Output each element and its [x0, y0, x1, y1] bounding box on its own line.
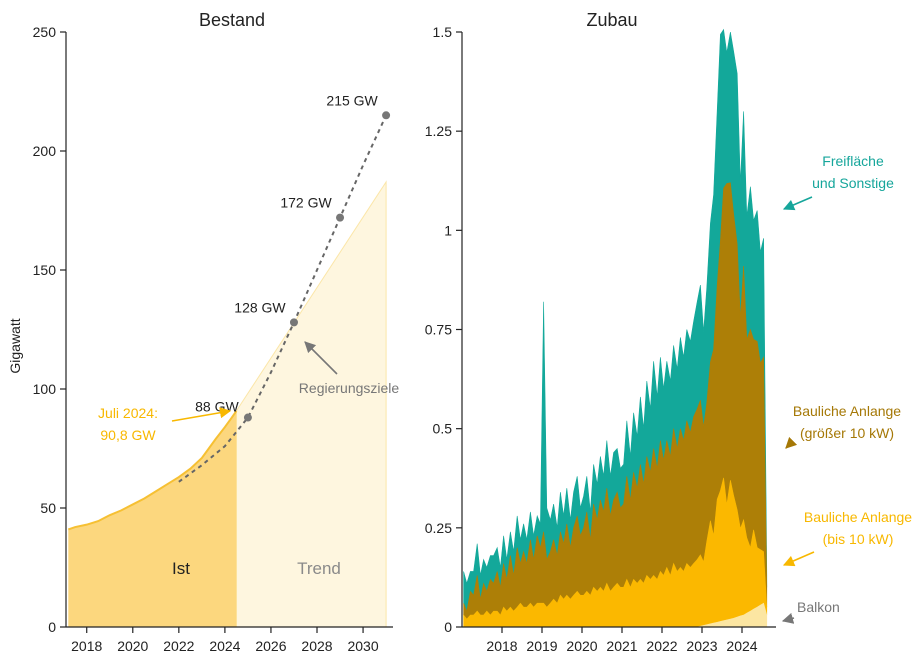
- balkon-arrow: [781, 612, 795, 624]
- zubau-x-tick-label: 2021: [606, 638, 637, 654]
- regierungsziele-arrow: [304, 341, 338, 375]
- freiflaeche-arrow: [782, 196, 813, 211]
- bestand-chart: Bestand Gigawatt 88 GW 128 GW 172 GW 215 GW…: [7, 10, 399, 654]
- bestand-y-tick-label: 50: [40, 500, 56, 516]
- target-point-2029: [336, 213, 345, 222]
- target-points: 88 GW 128 GW 172 GW 215 GW: [195, 92, 391, 422]
- target-label-2029: 172 GW: [280, 195, 332, 211]
- zubau-y-tick-label: 0.25: [425, 520, 452, 536]
- balkon-label: Balkon: [797, 599, 840, 615]
- zubau-stacked-areas: [463, 28, 768, 628]
- bestand-x-tick-label: 2026: [255, 638, 286, 654]
- bestand-x-ticks: 2018 2020 2022 2024 2026 2028 2030: [71, 627, 379, 654]
- bauliche-gross-arrow: [785, 436, 798, 449]
- regierungsziele-label: Regierungsziele: [299, 380, 400, 396]
- target-label-2027: 128 GW: [234, 299, 286, 315]
- bestand-y-ticks: 0 50 100 150 200 250: [33, 24, 66, 635]
- bestand-y-tick-label: 250: [33, 24, 57, 40]
- ist-area: [68, 410, 237, 627]
- regierungsziele-line: [178, 114, 388, 483]
- bestand-y-tick-label: 0: [48, 619, 56, 635]
- bauliche-gross-label-2: (größer 10 kW): [800, 425, 894, 441]
- bauliche-klein-label-2: (bis 10 kW): [823, 531, 894, 547]
- zubau-y-tick-label: 0.75: [425, 322, 452, 338]
- zubau-y-tick-label: 1: [444, 222, 452, 238]
- juli-2024-label: Juli 2024:: [98, 405, 158, 421]
- zubau-y-tick-label: 0.5: [433, 421, 453, 437]
- bestand-title: Bestand: [199, 10, 265, 30]
- bestand-y-tick-label: 100: [33, 381, 57, 397]
- bestand-y-tick-label: 150: [33, 262, 57, 278]
- target-label-2031: 215 GW: [326, 92, 378, 108]
- target-label-2025: 88 GW: [195, 399, 239, 415]
- ist-line: [67, 410, 238, 531]
- bestand-x-tick-label: 2030: [347, 638, 378, 654]
- bestand-x-tick-label: 2018: [71, 638, 102, 654]
- bestand-y-axis-label: Gigawatt: [7, 318, 23, 373]
- zubau-x-ticks: 2018 2019 2020 2021 2022 2023 2024: [486, 627, 758, 654]
- target-point-2027: [289, 318, 298, 327]
- juli-2024-arrow: [171, 407, 232, 422]
- zubau-y-tick-label: 0: [444, 619, 452, 635]
- bestand-x-tick-label: 2022: [163, 638, 194, 654]
- target-point-2025: [243, 413, 252, 422]
- bestand-x-tick-label: 2028: [301, 638, 332, 654]
- zubau-x-tick-label: 2018: [486, 638, 517, 654]
- zubau-x-tick-label: 2020: [566, 638, 597, 654]
- zubau-y-ticks: 0 0.25 0.5 0.75 1 1.25 1.5: [425, 24, 462, 635]
- zubau-x-tick-label: 2024: [726, 638, 757, 654]
- freiflaeche-label-2: und Sonstige: [812, 175, 894, 191]
- zubau-title: Zubau: [586, 10, 637, 30]
- zubau-x-tick-label: 2022: [646, 638, 677, 654]
- target-point-2031: [382, 111, 391, 120]
- zubau-x-tick-label: 2023: [686, 638, 717, 654]
- juli-2024-value: 90,8 GW: [100, 427, 156, 443]
- bestand-x-tick-label: 2024: [209, 638, 240, 654]
- bauliche-klein-label: Bauliche Anlange: [804, 509, 912, 525]
- bauliche-gross-label: Bauliche Anlange: [793, 403, 901, 419]
- zubau-y-tick-label: 1.25: [425, 123, 452, 139]
- bestand-y-tick-label: 200: [33, 143, 57, 159]
- bauliche-klein-arrow: [782, 551, 815, 567]
- freiflaeche-label: Freifläche: [822, 153, 884, 169]
- zubau-y-tick-label: 1.5: [433, 24, 453, 40]
- ist-label: Ist: [172, 559, 190, 578]
- zubau-x-tick-label: 2019: [526, 638, 557, 654]
- trend-label: Trend: [297, 559, 341, 578]
- bestand-x-tick-label: 2020: [117, 638, 148, 654]
